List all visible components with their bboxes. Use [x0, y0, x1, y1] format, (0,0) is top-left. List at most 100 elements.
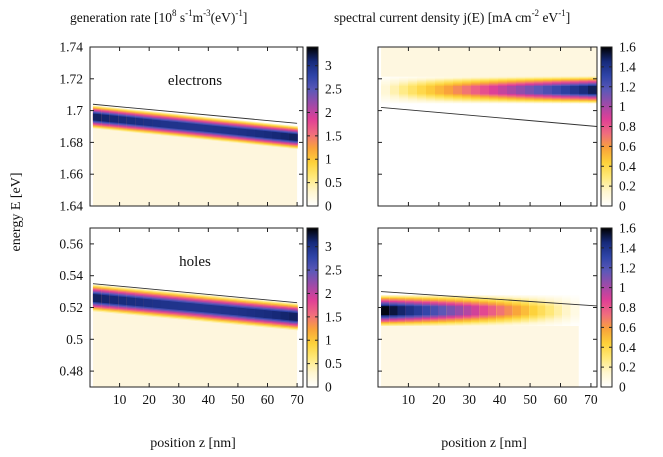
colorbar-tick-label: 1.6 [619, 221, 636, 236]
heatmap-cell [152, 299, 162, 309]
heatmap-cell [444, 85, 454, 94]
right-column-title: spectral current density j(E) [mA cm-2 e… [334, 8, 570, 25]
heatmap-cell [405, 306, 415, 316]
heatmap-cell [438, 306, 448, 316]
heatmap-cell [554, 306, 563, 316]
colorbar-tick-label: 1.2 [619, 260, 636, 275]
heatmap-cell [237, 307, 247, 317]
y-tick-label: 0.56 [59, 236, 83, 251]
panel-current-holes: 10 20 30 40 50 60 70 0 0.2 0.4 0.6 0.8 1 1.2 1.4 1.6 [377, 221, 636, 407]
colorbar-tick-label: 1.5 [325, 309, 342, 324]
heatmap-cell [488, 306, 497, 316]
heatmap-cell [552, 85, 562, 94]
heatmap-cell [570, 306, 580, 316]
heatmap-cell [480, 85, 490, 94]
colorbar-tick-label: 1.5 [325, 128, 342, 143]
heatmap-cell [135, 297, 145, 307]
y-tick-label: 1.66 [59, 167, 83, 182]
colorbar [601, 47, 612, 206]
heatmap-cell [288, 133, 298, 142]
colorbar-tick-label: 1.2 [619, 79, 636, 94]
heatmap-cell [178, 301, 188, 311]
colorbar-tick-label: 0 [619, 199, 626, 214]
heatmap-cell [143, 298, 154, 308]
heatmap-cell [271, 131, 281, 140]
heatmap-cell [195, 303, 205, 313]
panel-gen-electrons: 1.64 1.66 1.68 1.7 1.72 1.74 electrons 0 0.5 1 1.5… [59, 40, 342, 214]
colorbar-tick-label: 2 [325, 105, 332, 120]
colorbar-tick-label: 3 [325, 239, 332, 254]
heatmap-cell [413, 306, 423, 316]
x-tick-label: 60 [261, 392, 275, 407]
heatmap-cell [561, 85, 571, 94]
heatmap-cell [390, 85, 400, 94]
heatmap-cell [203, 124, 213, 133]
heatmap-cell [435, 85, 445, 94]
heatmap-cell [529, 306, 539, 316]
panel-current-electrons: 0 0.2 0.4 0.6 0.8 1 1.2 1.4 1.6 [377, 40, 636, 214]
heatmap-cell [152, 119, 162, 128]
heatmap-cell [169, 121, 179, 129]
heatmap-cell [570, 85, 580, 94]
left-column-title: generation rate [108 s-1m-3(eV)-1] [70, 8, 247, 25]
heatmap-cell [92, 113, 103, 122]
colorbar-tick-label: 1 [325, 333, 332, 348]
heatmap-cell [399, 85, 409, 94]
heatmap-cell [280, 311, 290, 321]
heatmap-cell [178, 122, 188, 130]
y-tick-label: 1.7 [66, 103, 83, 118]
heatmap-cell [479, 306, 489, 316]
heatmap-cell [263, 130, 273, 139]
y-tick-label: 1.68 [59, 135, 83, 150]
heatmap-cell [126, 117, 137, 125]
heatmap-cell [212, 125, 222, 134]
colorbar-tick-label: 1 [325, 152, 332, 167]
colorbar-tick-label: 0.8 [619, 300, 636, 315]
band-edge-line [381, 291, 597, 307]
colorbar-tick-label: 1.4 [619, 59, 636, 74]
colorbar-tick-label: 0 [325, 380, 332, 395]
heatmap-cell [254, 129, 264, 138]
heatmap-cell [92, 294, 103, 303]
heatmap-cell [109, 115, 120, 123]
heatmap-cell [462, 85, 472, 94]
heatmap-cell [280, 132, 290, 141]
heatmap-cell [463, 306, 473, 316]
band-edge-line [381, 106, 597, 127]
heatmap-cell [118, 296, 128, 306]
y-tick-label: 0.52 [59, 300, 83, 315]
heatmap-cell [446, 306, 456, 316]
panel-label: electrons [168, 73, 222, 89]
heatmap-cell [254, 309, 264, 318]
heatmap-cell [161, 120, 171, 129]
heatmap-cell [489, 85, 499, 94]
heatmap-haze [381, 310, 579, 387]
colorbar-tick-label: 0.5 [325, 356, 342, 371]
plot-frame [377, 46, 598, 207]
y-tick-label: 1.72 [59, 71, 83, 86]
y-axis-label: energy E [eV] [9, 172, 24, 251]
heatmap-cell [471, 306, 481, 316]
colorbar-tick-label: 0 [619, 380, 626, 395]
y-tick-label: 0.54 [59, 268, 83, 283]
colorbar-tick-label: 1 [619, 280, 626, 295]
heatmap-cell [126, 297, 137, 306]
plot-area [378, 228, 597, 387]
heatmap-cell [512, 306, 522, 316]
colorbar-tick-label: 0.8 [619, 119, 636, 134]
heatmap-cell [408, 85, 418, 94]
x-tick-label: 40 [493, 392, 507, 407]
heatmap-cell [579, 85, 589, 94]
heatmap-cell [525, 85, 535, 94]
x-axis-label-right: position z [nm] [441, 436, 527, 451]
colorbar-tick-label: 0.6 [619, 320, 636, 335]
heatmap-cell [161, 300, 171, 310]
plot-frame [89, 46, 304, 207]
x-tick-label: 70 [584, 392, 598, 407]
heatmap-cell [288, 312, 298, 321]
heatmap-cell [203, 304, 213, 314]
heatmap-cell [562, 306, 572, 316]
heatmap-cell [169, 301, 179, 310]
heatmap-cell [471, 85, 481, 94]
